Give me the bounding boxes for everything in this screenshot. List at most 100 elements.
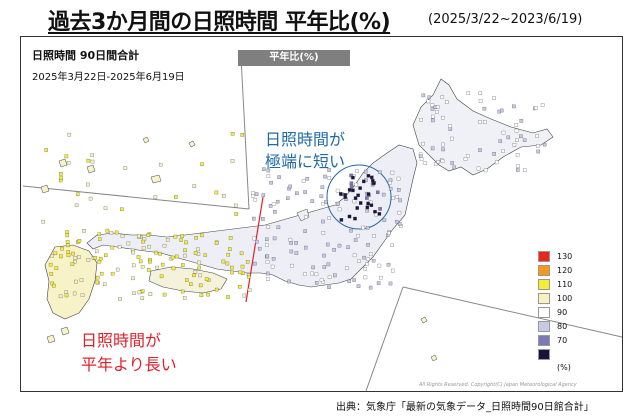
station-marker [431,114,435,119]
station-marker [365,208,369,213]
station-marker [463,157,468,161]
station-marker [66,253,71,258]
station-marker [252,216,256,221]
station-marker [288,184,292,189]
station-marker [427,95,431,100]
station-marker [357,259,361,263]
island [40,184,50,194]
station-marker [262,167,266,171]
station-marker [327,216,331,220]
station-marker [336,201,340,206]
station-marker [356,233,360,238]
station-marker [265,260,270,264]
station-marker [58,294,63,299]
station-marker [273,210,277,214]
station-marker [314,281,319,285]
station-marker [246,274,251,279]
legend-swatch [538,307,550,318]
inset-divider-line [240,56,250,210]
station-marker [519,119,524,123]
station-marker [148,292,153,296]
station-marker [305,176,310,181]
station-marker [347,279,351,284]
station-marker [115,267,120,272]
station-marker [289,249,294,254]
station-marker [183,248,187,253]
station-marker [303,229,307,233]
station-marker [397,210,402,215]
station-marker [483,168,488,173]
station-marker [200,162,204,167]
station-marker [337,243,342,248]
station-marker [366,174,371,178]
station-marker [478,99,483,103]
station-marker [242,293,247,298]
station-marker [238,270,243,275]
station-marker [253,261,257,266]
station-marker [146,268,151,272]
station-marker [327,285,331,289]
station-marker [48,262,53,267]
station-marker [255,239,259,244]
station-marker [366,257,370,261]
station-marker [265,254,270,259]
station-marker [193,251,198,255]
station-marker [492,152,496,156]
station-marker [185,278,189,282]
station-marker [86,258,91,262]
station-marker [226,295,230,299]
station-marker [358,201,363,205]
station-marker [73,259,77,264]
station-marker [349,228,353,233]
station-marker [146,233,151,237]
station-marker [66,161,71,165]
station-marker [372,234,376,238]
inset-divider-line [365,286,404,391]
legend-swatch [538,293,550,304]
station-marker [440,159,445,163]
station-marker [421,141,425,146]
station-marker [345,266,349,271]
station-marker [120,207,124,212]
station-marker [266,225,271,229]
station-marker [240,133,245,137]
station-marker [52,283,56,288]
station-marker [514,123,519,127]
station-marker [433,162,438,166]
station-marker [226,252,231,257]
station-marker [110,271,115,276]
station-marker [398,222,402,226]
station-marker [272,236,277,241]
station-marker [365,226,370,230]
station-marker [430,146,435,151]
station-marker [140,265,145,269]
station-marker [214,287,219,292]
island [58,158,68,168]
station-marker [136,234,141,238]
station-marker [371,178,375,183]
station-marker [419,157,424,161]
station-marker [158,162,163,167]
station-marker [386,262,391,267]
station-marker [354,182,359,187]
station-marker [478,91,483,96]
station-marker [197,260,201,265]
station-marker [390,243,394,247]
station-marker [230,159,235,163]
annotation-line: 極端に短い [265,152,346,171]
station-marker [492,96,496,100]
station-marker [327,168,331,172]
station-marker [95,280,99,285]
station-marker [265,237,269,242]
station-marker [376,281,381,285]
station-marker [181,263,185,267]
station-marker [206,292,210,297]
station-marker [435,105,440,109]
station-marker [362,255,366,260]
station-marker [193,270,198,274]
station-marker [388,180,392,185]
station-marker [426,99,431,104]
station-marker [158,251,162,256]
station-marker [363,267,367,271]
station-marker [247,288,252,292]
